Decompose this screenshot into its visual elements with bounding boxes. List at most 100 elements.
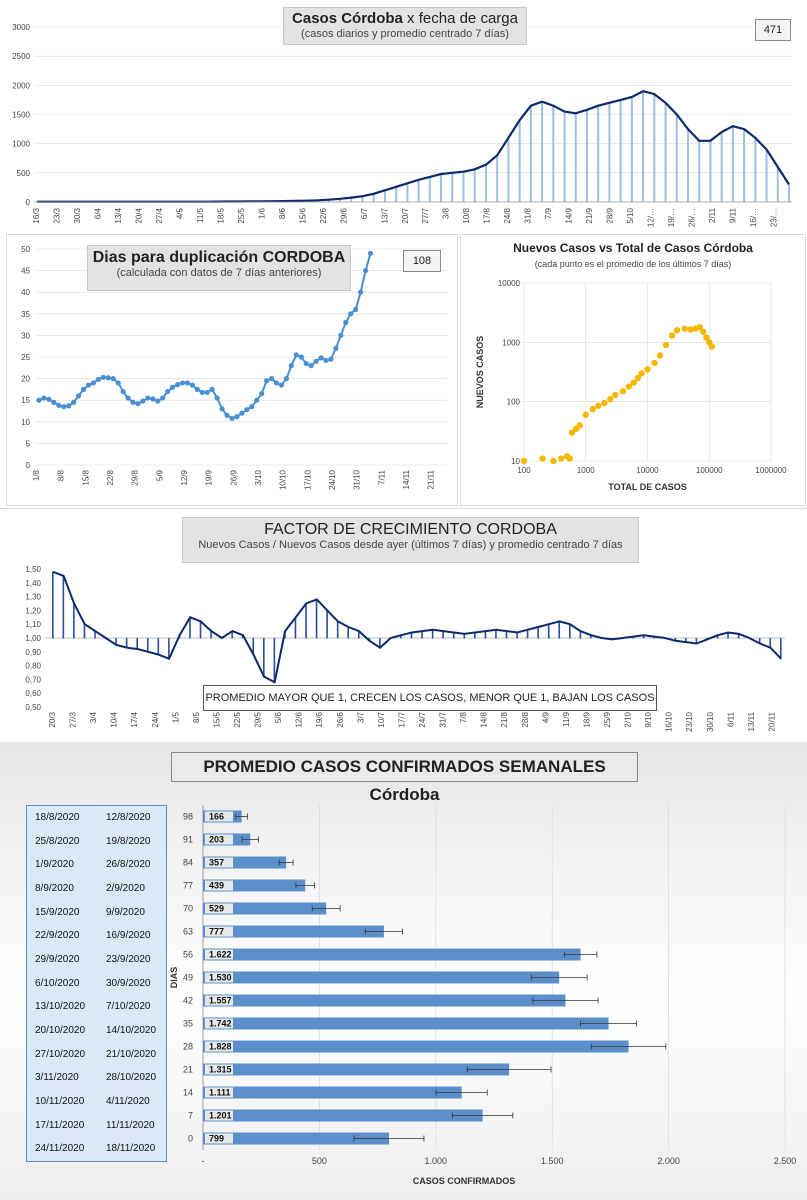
doubling-days-point [254, 397, 260, 403]
doubling-days-point [184, 380, 191, 386]
daily-cases-plot: 0 500 1000 1500 2000 2500 3000 16/3 23/3 30/3 6/4 1… [12, 23, 792, 227]
value-label-bg [205, 903, 233, 914]
scatter-point [582, 411, 589, 419]
value-label-bg [205, 1018, 233, 1029]
daily-case-bar [496, 155, 499, 202]
doubling-days-point [85, 382, 92, 388]
doubling-days-point [298, 354, 304, 360]
doubling-days-chart: 0 5 10 15 20 25 30 35 40 45 50 1/8 8/8 15/8 22/8 29/8 5/… [6, 234, 458, 506]
growth-factor-bar [695, 638, 698, 645]
doubling-days-point [348, 311, 354, 317]
daily-case-bar [462, 171, 465, 202]
weekly-average-bar [203, 1086, 462, 1099]
weekly-average-bar [203, 1109, 483, 1122]
weekly-average-bar [203, 902, 327, 915]
x-tick-label: 30/3 [73, 207, 82, 223]
scatter-point [589, 405, 596, 413]
scatter-point [634, 374, 642, 382]
daily-case-bar [417, 179, 420, 202]
y-tick-label: 40 [21, 288, 30, 297]
value-label-bg [205, 949, 233, 960]
x-tick-label: 11/5 [196, 207, 205, 223]
daily-case-bar [518, 120, 521, 202]
growth-factor-title: FACTOR DE CRECIMIENTO CORDOBA [264, 521, 557, 538]
doubling-days-point [273, 380, 280, 386]
doubling-days-point [160, 395, 166, 401]
week-end-date: 10/11/2020 [35, 1096, 85, 1107]
value-label-bg [205, 1133, 233, 1144]
value-label-bg [205, 880, 233, 891]
doubling-days-point [338, 332, 344, 338]
growth-factor-bar [579, 631, 582, 639]
growth-factor-bar [758, 638, 761, 645]
x-tick-label: 15/6 [298, 207, 307, 223]
weekly-average-title-box: PROMEDIO CASOS CONFIRMADOS SEMANALES Cór… [171, 752, 638, 804]
x-tick-label: 29/8 [131, 469, 140, 485]
week-end-date: 17/11/2020 [35, 1119, 85, 1131]
doubling-days-point [288, 363, 294, 369]
doubling-days-badge: 108 [403, 250, 441, 272]
y-tick-label: 10 [511, 457, 520, 466]
scatter-point [687, 326, 694, 333]
x-tick-label: 21/11 [427, 469, 436, 489]
bar-value-label: 357 [209, 858, 224, 868]
y-tick-label: 1,50 [25, 565, 41, 574]
x-axis-title: TOTAL DE CASOS [608, 482, 687, 492]
week-end-date: 24/11/2020 [35, 1143, 85, 1155]
bar-value-label: 1.622 [209, 950, 232, 960]
y-category-label: 56 [183, 950, 193, 960]
x-tick-label: 13/11 [747, 711, 756, 731]
x-tick-label: 14/8 [480, 711, 489, 727]
week-start-date: 4/11/2020 [106, 1096, 150, 1107]
growth-factor-bar [94, 631, 96, 639]
growth-factor-bar [62, 575, 65, 639]
scatter-point [696, 323, 703, 331]
bar-value-label: 1.742 [209, 1019, 232, 1029]
y-tick-label: 0 [26, 461, 31, 470]
x-tick-label: 23/3 [52, 207, 61, 223]
x-tick-label: 13/4 [114, 207, 123, 223]
growth-factor-bar [273, 638, 276, 683]
x-tick-label: 28/9 [606, 207, 615, 223]
y-tick-label: 1,00 [25, 634, 41, 643]
x-tick-label: 21/8 [500, 711, 509, 727]
doubling-days-point [145, 395, 151, 401]
x-tick-label: - [202, 1156, 205, 1166]
y-tick-label: 35 [21, 310, 30, 319]
growth-factor-bar [685, 638, 687, 643]
doubling-days-point [56, 402, 62, 408]
x-tick-label: 1.500 [541, 1156, 564, 1166]
bar-value-label: 1.201 [209, 1111, 232, 1121]
week-end-date: 27/10/2020 [35, 1048, 86, 1060]
growth-factor-bar [336, 621, 339, 639]
scatter-point [673, 327, 681, 334]
daily-case-bar [754, 137, 757, 202]
y-tick-label: 3000 [12, 23, 30, 32]
week-start-date: 11/11/2020 [106, 1119, 155, 1131]
doubling-days-point [244, 407, 250, 413]
doubling-days-point [249, 404, 255, 410]
x-tick-label: 17/10 [303, 469, 312, 490]
x-tick-label: 14/9 [565, 207, 574, 223]
value-label-bg [205, 1087, 233, 1098]
doubling-days-point [71, 399, 77, 405]
y-tick-label: 1,40 [25, 579, 41, 588]
x-tick-label: 7/11 [377, 469, 386, 485]
doubling-days-point [46, 396, 52, 402]
x-tick-label: 10/4 [110, 711, 119, 727]
y-tick-label: 10 [21, 418, 30, 427]
doubling-days-point [268, 376, 275, 382]
doubling-days-point [100, 374, 106, 380]
x-axis-title: CASOS CONFIRMADOS [413, 1176, 516, 1186]
growth-factor-chart: 0,50 0,60 0,70 0,80 0,90 1,00 1,10 1,20 1,30 1,40… [0, 508, 807, 741]
growth-factor-bar [780, 638, 782, 660]
doubling-days-point [155, 398, 161, 404]
y-tick-label: 2000 [12, 81, 30, 90]
doubling-days-point [90, 380, 97, 386]
growth-factor-bar [410, 632, 413, 639]
daily-case-bar [563, 111, 566, 202]
bar-value-label: 1.111 [209, 1088, 231, 1098]
growth-factor-bar [379, 638, 381, 649]
x-tick-label: 16/10 [665, 711, 674, 732]
doubling-days-point [328, 356, 334, 362]
